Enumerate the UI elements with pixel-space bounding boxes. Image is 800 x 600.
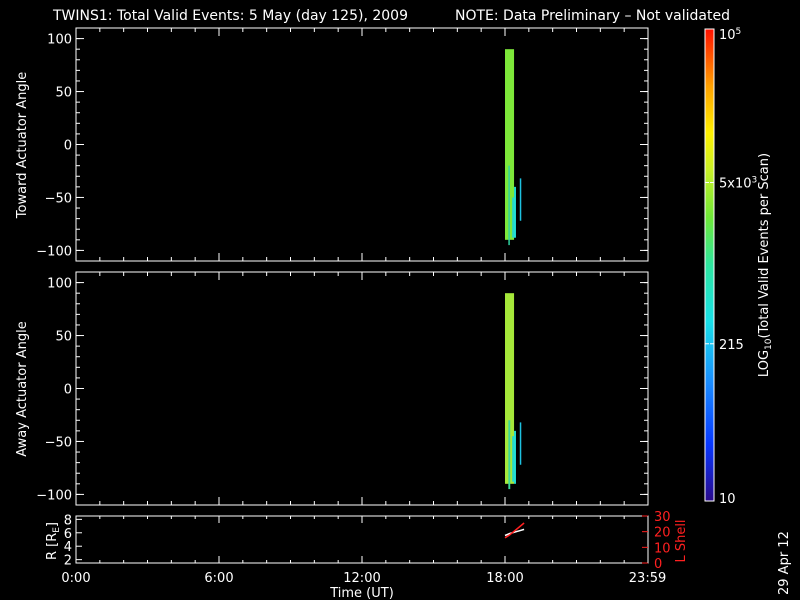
colorbar-tick-label: 10 [719,492,736,507]
colorbar-tick-label: 105 [719,27,741,43]
time-axis-label: Time (UT) [329,586,394,600]
ytick-label: −50 [45,435,72,450]
ytick-label: −100 [36,244,72,259]
colorbar-label-rest: (Total Valid Events per Scan) [757,153,772,339]
colorbar-gradient [705,29,714,501]
away-angle-panel: Away Actuator Angle 100 50 0 −50 −100 [15,272,648,505]
date-stamp: 29 Apr 12 [777,531,792,595]
ytick-label: 50 [55,330,72,345]
orbit-panel: R [RE] L Shell Time (UT) 864230201000:00… [45,510,689,600]
event-strip [520,178,522,220]
toward-angle-ylabel: Toward Actuator Angle [15,72,30,219]
time-tick-label: 12:00 [343,571,380,586]
ytick-label: 100 [47,277,72,292]
ytick-label: 50 [55,86,72,101]
event-strip [514,187,516,238]
event-strip [508,166,510,245]
colorbar-tick-label: 215 [719,338,744,353]
figure-title: TWINS1: Total Valid Events: 5 May (day 1… [52,8,408,24]
event-strip [514,431,516,484]
r-axis-label-base: R [R [45,533,60,560]
lshell-axis-label: L Shell [674,519,689,562]
time-tick-label: 6:00 [204,571,233,586]
toward-angle-panel: Toward Actuator Angle 100 50 0 −50 −100 [15,28,648,261]
event-strip [508,420,510,489]
time-tick-label: 0:00 [61,571,90,586]
lshell-tick-label: 10 [654,541,671,556]
away-angle-ylabel: Away Actuator Angle [15,321,30,456]
time-tick-label: 18:00 [486,571,523,586]
orbit-frame [76,516,648,563]
ytick-label: 0 [64,139,72,154]
r-axis-label: R [RE] [45,522,62,560]
event-strip [520,422,522,464]
lshell-tick-label: 0 [654,557,662,572]
lshell-tick-label: 30 [654,510,671,525]
ytick-label: 0 [64,383,72,398]
toward-angle-frame [76,28,648,261]
colorbar-label-sub: 10 [764,338,774,350]
ytick-label: −50 [45,191,72,206]
time-tick-label: 23:59 [629,571,666,586]
preliminary-note: NOTE: Data Preliminary – Not validated [455,8,730,24]
r-axis-label-end: ] [45,522,60,527]
r-tick-label: 2 [64,554,72,569]
lshell-tick-label: 20 [654,526,671,541]
away-angle-frame [76,272,648,505]
ytick-label: 100 [47,33,72,48]
colorbar-label-base: LOG [757,350,772,377]
colorbar-label: LOG10(Total Valid Events per Scan) [757,153,774,377]
ytick-label: −100 [36,488,72,503]
colorbar-tick-label: 5x103 [719,176,757,192]
